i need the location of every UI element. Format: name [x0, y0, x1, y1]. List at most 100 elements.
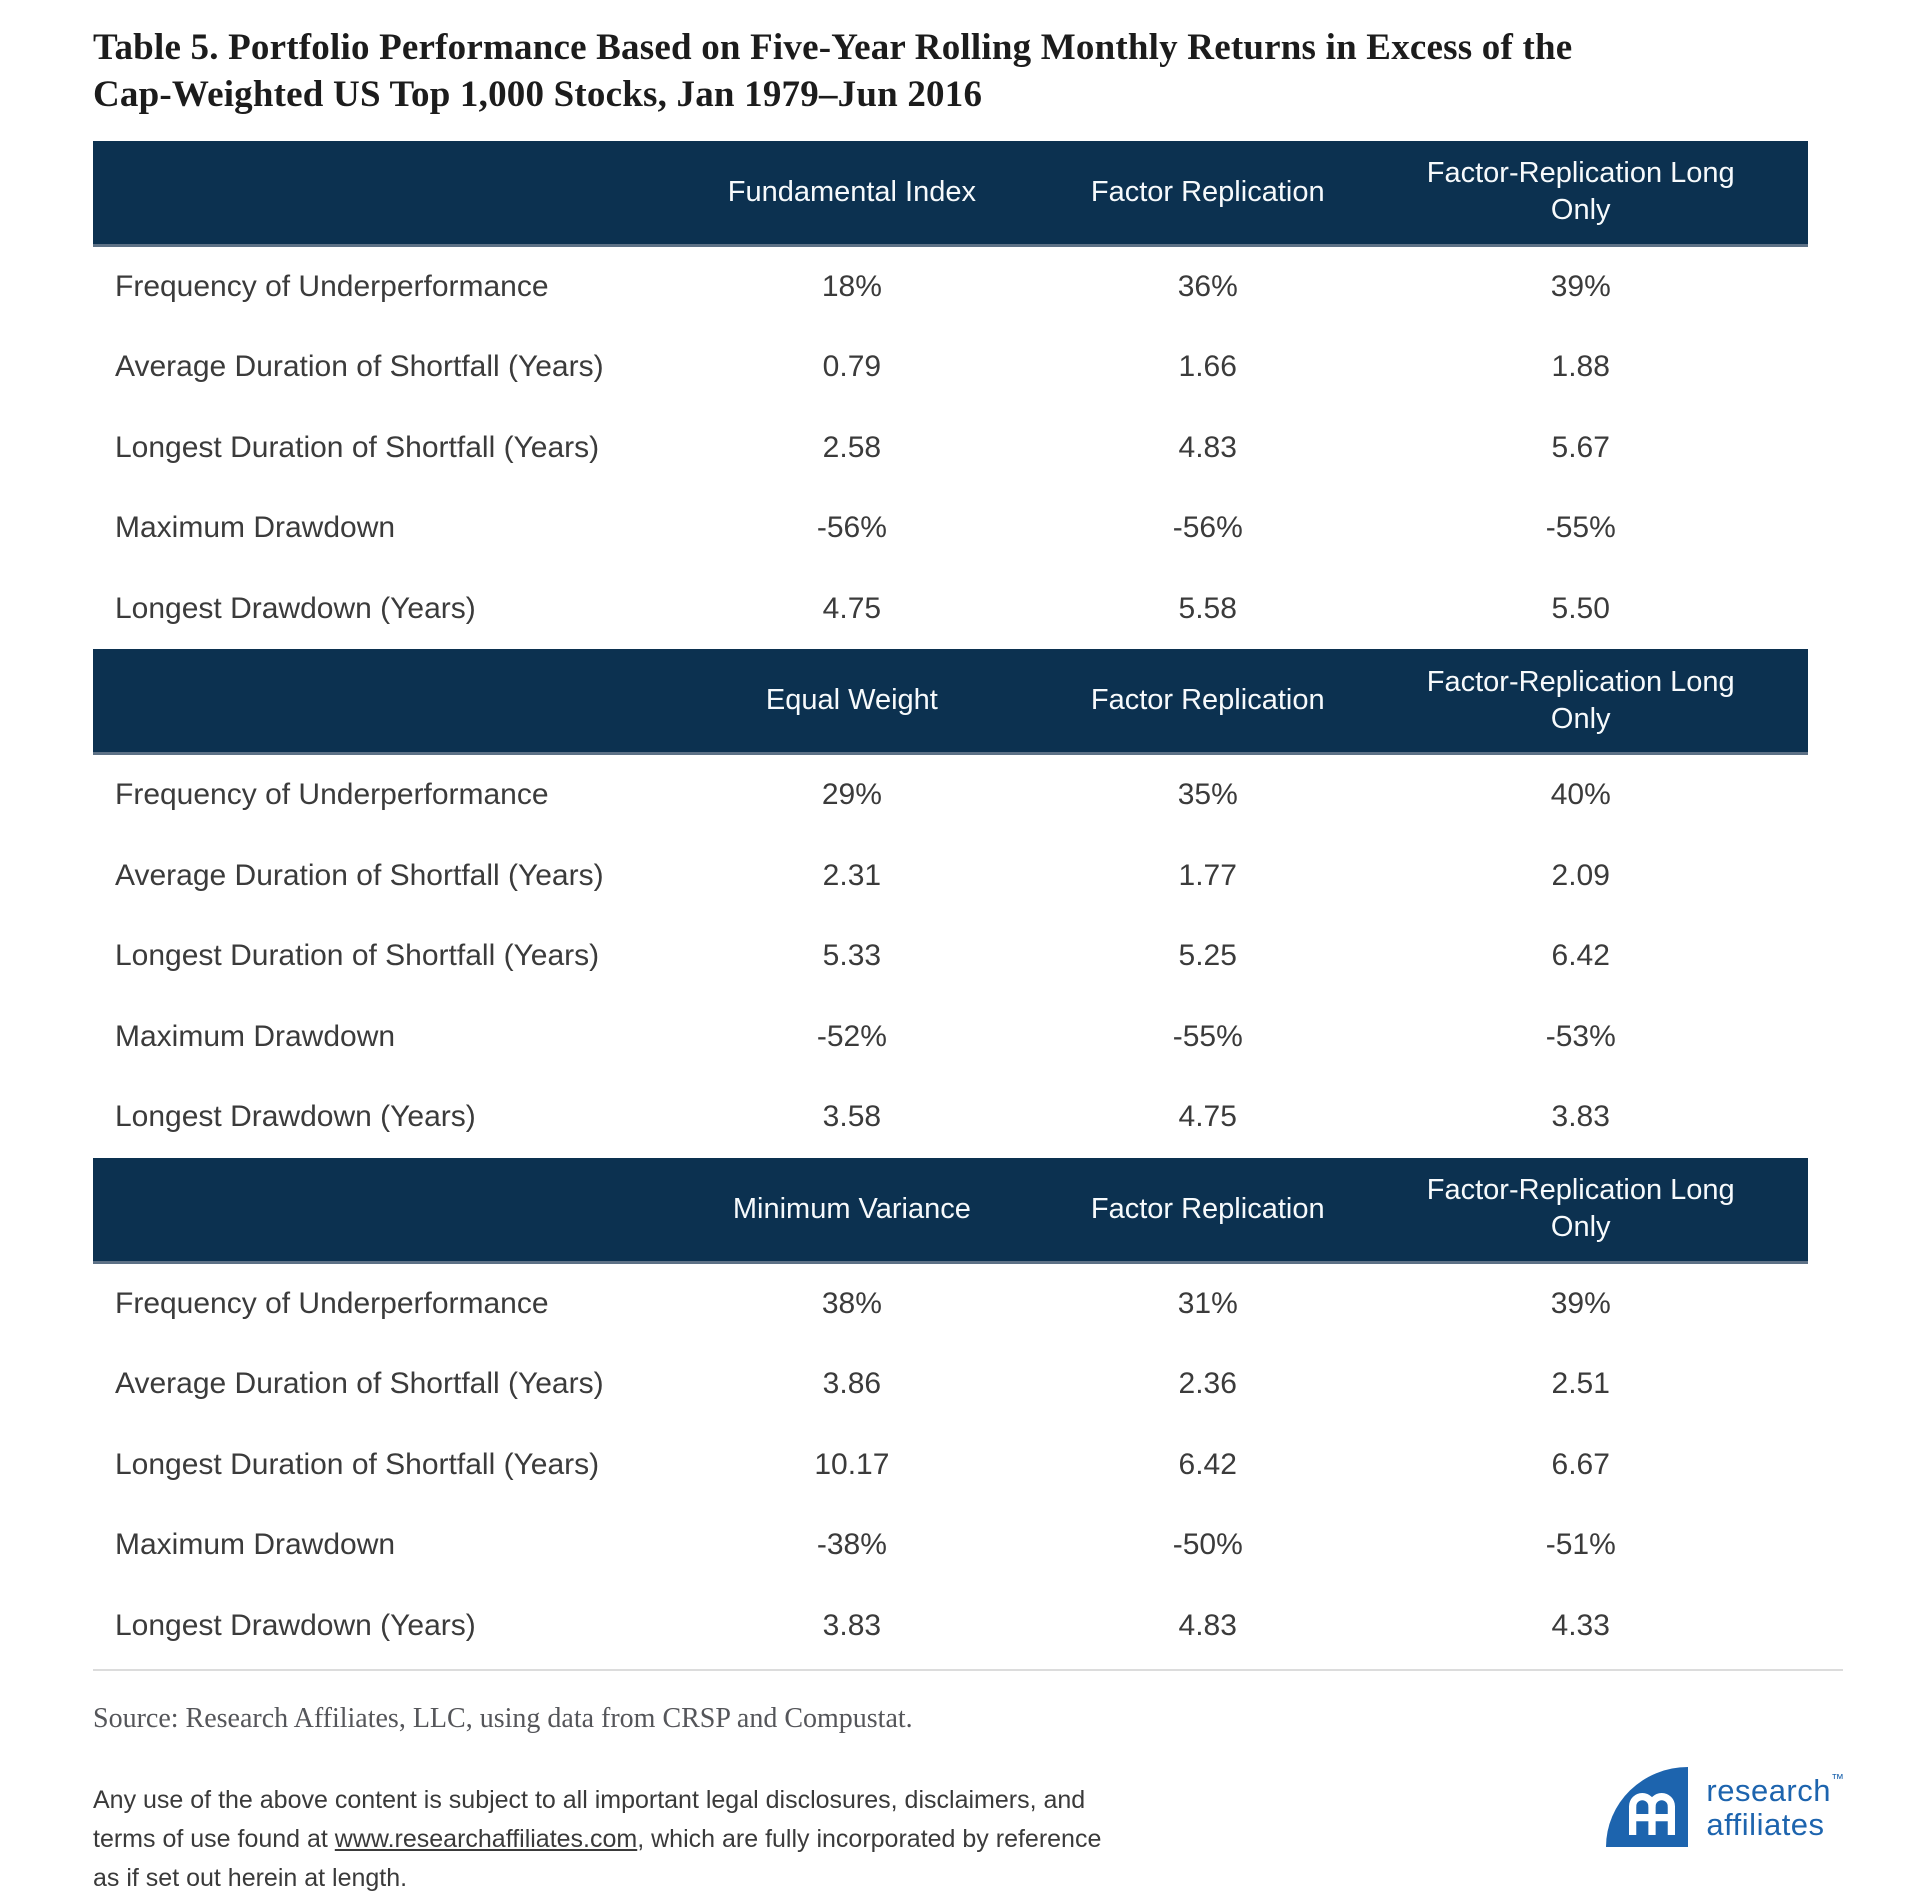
- column-header: Minimum Variance: [732, 1192, 971, 1225]
- cell-value: -55%: [1545, 511, 1616, 545]
- row-label: Maximum Drawdown: [115, 511, 396, 545]
- cell-value: 3.83: [1551, 1100, 1610, 1134]
- footer: Any use of the above content is subject …: [93, 1767, 1844, 1897]
- cell-value: -55%: [1172, 1019, 1243, 1053]
- cell-value: -52%: [816, 1019, 887, 1053]
- row-label: Maximum Drawdown: [115, 1528, 396, 1562]
- row-label: Longest Drawdown (Years): [115, 591, 476, 625]
- cell-value: 1.77: [1178, 858, 1237, 892]
- cell-value: 1.88: [1551, 350, 1610, 384]
- table-row: Average Duration of Shortfall (Years) 3.…: [93, 1344, 1808, 1425]
- row-label: Longest Drawdown (Years): [115, 1608, 476, 1642]
- table-row: Maximum Drawdown -56% -56% -55%: [93, 488, 1808, 569]
- table-row: Longest Drawdown (Years) 3.83 4.83 4.33: [93, 1585, 1808, 1667]
- logo-word-research: research: [1706, 1772, 1831, 1808]
- cell-value: 0.79: [822, 350, 882, 384]
- cell-value: 5.50: [1551, 591, 1610, 625]
- ra-monogram-icon: [1629, 1793, 1676, 1836]
- cell-value: 1.66: [1178, 350, 1237, 384]
- cell-value: 4.33: [1551, 1608, 1610, 1642]
- divider: [93, 1669, 1843, 1672]
- column-header: Factor-Replication Long Only: [1426, 1174, 1735, 1244]
- cell-value: 18%: [821, 269, 882, 303]
- row-label: Longest Drawdown (Years): [115, 1100, 476, 1134]
- column-header: Factor Replication: [1090, 1192, 1325, 1225]
- table-row: Maximum Drawdown -38% -50% -51%: [93, 1505, 1808, 1586]
- table-header-row: Equal Weight Factor Replication Factor-R…: [93, 649, 1808, 756]
- row-label: Average Duration of Shortfall (Years): [115, 858, 604, 892]
- table-row: Frequency of Underperformance 29% 35% 40…: [93, 755, 1808, 836]
- page-title: Table 5. Portfolio Performance Based on …: [93, 27, 1573, 116]
- cell-value: 6.42: [1178, 1447, 1237, 1481]
- legal-disclaimer: Any use of the above content is subject …: [93, 1781, 1123, 1897]
- cell-value: 4.75: [1178, 1100, 1237, 1134]
- cell-value: -56%: [816, 511, 887, 545]
- cell-value: 5.67: [1551, 430, 1610, 464]
- table-header-row: Minimum Variance Factor Replication Fact…: [93, 1157, 1808, 1264]
- cell-value: 39%: [1550, 1286, 1611, 1320]
- cell-value: 5.33: [822, 939, 882, 973]
- cell-value: 6.67: [1551, 1447, 1610, 1481]
- logo-wordmark: research™ affiliates: [1706, 1770, 1844, 1843]
- row-label: Frequency of Underperformance: [115, 778, 549, 812]
- cell-value: 36%: [1177, 269, 1238, 303]
- ra-logo-mark-icon: [1606, 1767, 1689, 1848]
- row-label: Longest Duration of Shortfall (Years): [115, 939, 600, 973]
- source-note: Source: Research Affiliates, LLC, using …: [93, 1703, 913, 1735]
- cell-value: 35%: [1177, 778, 1238, 812]
- cell-value: 3.86: [822, 1367, 882, 1401]
- cell-value: 3.58: [822, 1100, 882, 1134]
- row-label: Frequency of Underperformance: [115, 1286, 549, 1320]
- cell-value: 2.58: [822, 430, 882, 464]
- cell-value: -53%: [1545, 1019, 1616, 1053]
- performance-table-equal-weight: Equal Weight Factor Replication Factor-R…: [93, 649, 1808, 1158]
- research-affiliates-logo: research™ affiliates: [1606, 1767, 1844, 1848]
- cell-value: 39%: [1550, 269, 1611, 303]
- column-header: Fundamental Index: [727, 175, 977, 208]
- row-label: Maximum Drawdown: [115, 1019, 396, 1053]
- column-header: Equal Weight: [765, 684, 938, 717]
- performance-table-minimum-variance: Minimum Variance Factor Replication Fact…: [93, 1157, 1808, 1667]
- row-label: Longest Duration of Shortfall (Years): [115, 430, 600, 464]
- row-label: Longest Duration of Shortfall (Years): [115, 1447, 600, 1481]
- table-row: Longest Drawdown (Years) 4.75 5.58 5.50: [93, 568, 1808, 650]
- cell-value: 31%: [1177, 1286, 1238, 1320]
- column-header: Factor Replication: [1090, 684, 1325, 717]
- table-row: Longest Duration of Shortfall (Years) 10…: [93, 1424, 1808, 1506]
- cell-value: 4.75: [822, 591, 882, 625]
- cell-value: -56%: [1172, 511, 1243, 545]
- cell-value: 4.83: [1178, 1608, 1237, 1642]
- cell-value: 2.31: [822, 858, 882, 892]
- cell-value: -50%: [1172, 1528, 1243, 1562]
- cell-value: 38%: [821, 1286, 882, 1320]
- cell-value: 29%: [821, 778, 882, 812]
- cell-value: -51%: [1545, 1528, 1616, 1562]
- cell-value: 6.42: [1551, 939, 1610, 973]
- row-label: Frequency of Underperformance: [115, 269, 549, 303]
- table-row: Frequency of Underperformance 18% 36% 39…: [93, 246, 1808, 328]
- performance-table-fundamental-index: Fundamental Index Factor Replication Fac…: [93, 140, 1808, 650]
- cell-value: 4.83: [1178, 430, 1237, 464]
- column-header: Factor-Replication Long Only: [1426, 157, 1735, 227]
- table-row: Longest Duration of Shortfall (Years) 2.…: [93, 407, 1808, 489]
- cell-value: 2.09: [1551, 858, 1610, 892]
- website-link[interactable]: www.researchaffiliates.com: [334, 1824, 638, 1853]
- row-label: Average Duration of Shortfall (Years): [115, 1367, 604, 1401]
- cell-value: 10.17: [814, 1447, 890, 1481]
- table-header-row: Fundamental Index Factor Replication Fac…: [93, 140, 1808, 247]
- trademark-symbol: ™: [1831, 1770, 1844, 1786]
- column-header: Factor-Replication Long Only: [1426, 665, 1735, 735]
- cell-value: 5.58: [1178, 591, 1237, 625]
- row-label: Average Duration of Shortfall (Years): [115, 350, 604, 384]
- table-row: Longest Drawdown (Years) 3.58 4.75 3.83: [93, 1077, 1808, 1158]
- table-row: Longest Duration of Shortfall (Years) 5.…: [93, 916, 1808, 997]
- logo-word-affiliates: affiliates: [1706, 1807, 1825, 1843]
- table-row: Average Duration of Shortfall (Years) 2.…: [93, 835, 1808, 917]
- cell-value: 2.51: [1551, 1367, 1610, 1401]
- cell-value: 5.25: [1178, 939, 1237, 973]
- table-row: Frequency of Underperformance 38% 31% 39…: [93, 1263, 1808, 1345]
- cell-value: 40%: [1550, 778, 1611, 812]
- column-header: Factor Replication: [1090, 175, 1325, 208]
- cell-value: 2.36: [1178, 1367, 1237, 1401]
